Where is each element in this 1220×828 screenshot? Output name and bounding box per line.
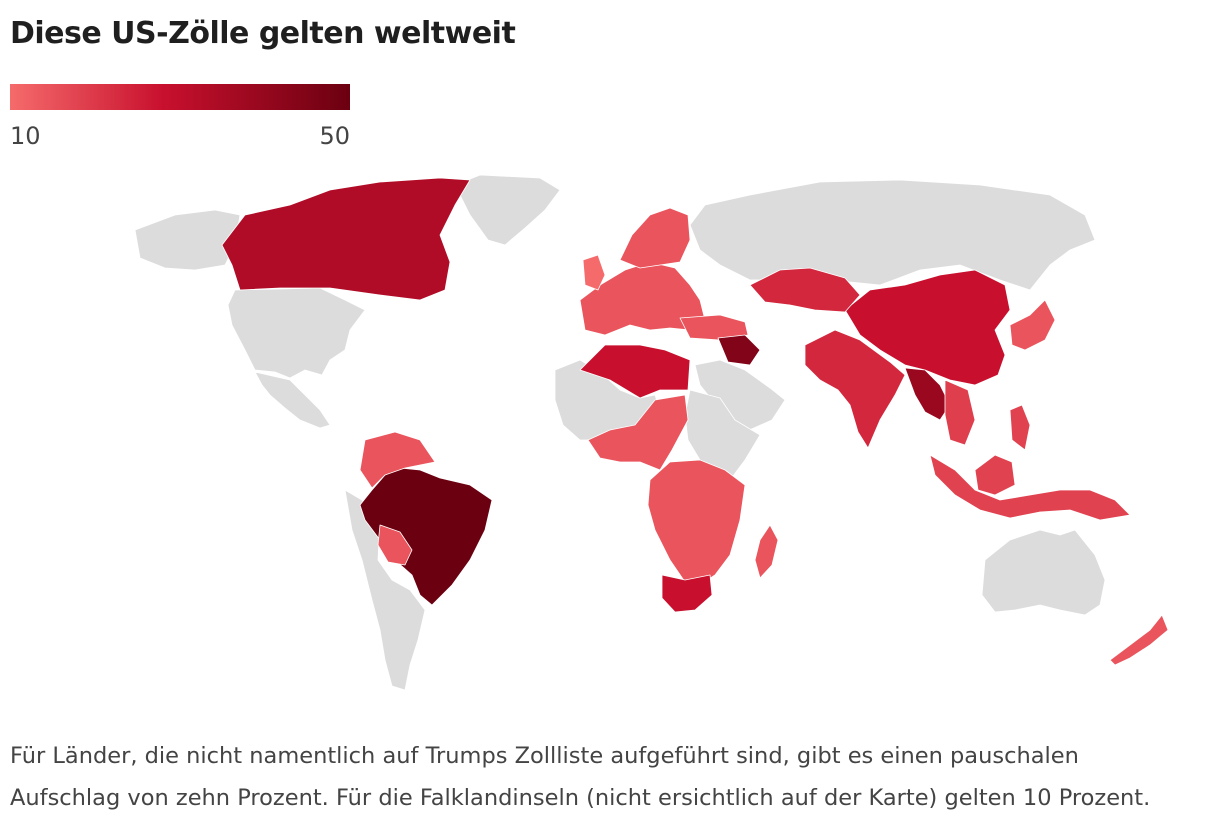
legend-max-label: 50 — [319, 122, 350, 150]
world-map — [134, 174, 1169, 691]
map-australia — [981, 529, 1106, 616]
map-bolivia — [377, 524, 413, 566]
map-turkey-region — [679, 314, 749, 341]
map-madagascar — [754, 524, 779, 579]
map-kazakhstan — [749, 267, 861, 313]
map-syria-iraq — [717, 334, 761, 366]
map-central-africa — [587, 394, 689, 471]
map-indonesia-malaysia — [929, 454, 1131, 521]
map-russia — [689, 179, 1096, 291]
map-south-asia — [804, 329, 906, 449]
map-usa — [227, 287, 366, 379]
map-brazil — [359, 467, 493, 606]
map-alaska — [134, 209, 241, 271]
map-japan-korea — [1009, 299, 1056, 351]
legend-min-label: 10 — [10, 122, 41, 150]
map-southern-africa — [647, 459, 746, 586]
chart-title: Diese US-Zölle gelten weltweit — [10, 16, 516, 51]
map-greenland — [454, 174, 561, 246]
map-borneo — [974, 454, 1016, 496]
map-southeast-asia — [944, 379, 976, 446]
footnote-line-1: Für Länder, die nicht namentlich auf Tru… — [10, 743, 1079, 769]
legend-gradient-bar — [10, 84, 350, 110]
footnote-line-2: Aufschlag von zehn Prozent. Für die Falk… — [10, 785, 1151, 811]
map-new-zealand — [1109, 614, 1169, 666]
map-south-africa — [661, 574, 713, 613]
map-mexico-central-america — [254, 371, 331, 429]
map-uk — [582, 254, 606, 291]
map-scandinavia — [619, 207, 691, 269]
color-legend: 10 50 — [10, 84, 350, 150]
map-philippines — [1009, 404, 1031, 451]
map-china — [844, 269, 1011, 386]
map-northern-south-america — [359, 431, 436, 489]
footnote: Für Länder, die nicht namentlich auf Tru… — [10, 735, 1210, 819]
map-algeria-libya — [579, 344, 691, 399]
map-canada — [221, 177, 471, 301]
